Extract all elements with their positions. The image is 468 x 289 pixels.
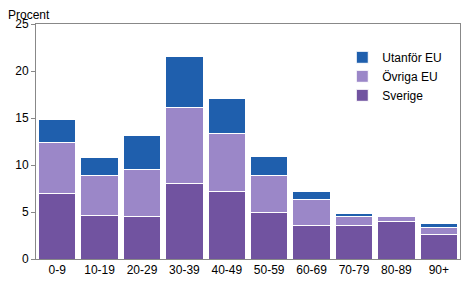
svg-text:10: 10 [15,158,29,172]
svg-text:80-89: 80-89 [381,263,412,277]
svg-text:50-59: 50-59 [254,263,285,277]
svg-text:90+: 90+ [429,263,449,277]
svg-text:70-79: 70-79 [339,263,370,277]
svg-text:Övriga EU: Övriga EU [382,70,437,84]
svg-text:Utanför EU: Utanför EU [382,51,441,65]
svg-text:25: 25 [15,17,29,31]
svg-text:60-69: 60-69 [296,263,327,277]
svg-text:0-9: 0-9 [49,263,67,277]
svg-text:Procent: Procent [8,8,50,22]
svg-text:15: 15 [15,111,29,125]
svg-text:20-29: 20-29 [127,263,158,277]
svg-text:30-39: 30-39 [169,263,200,277]
svg-text:10-19: 10-19 [84,263,115,277]
svg-text:40-49: 40-49 [211,263,242,277]
svg-text:20: 20 [15,64,29,78]
svg-text:5: 5 [22,205,29,219]
svg-text:Sverige: Sverige [382,89,423,103]
svg-text:0: 0 [22,252,29,266]
